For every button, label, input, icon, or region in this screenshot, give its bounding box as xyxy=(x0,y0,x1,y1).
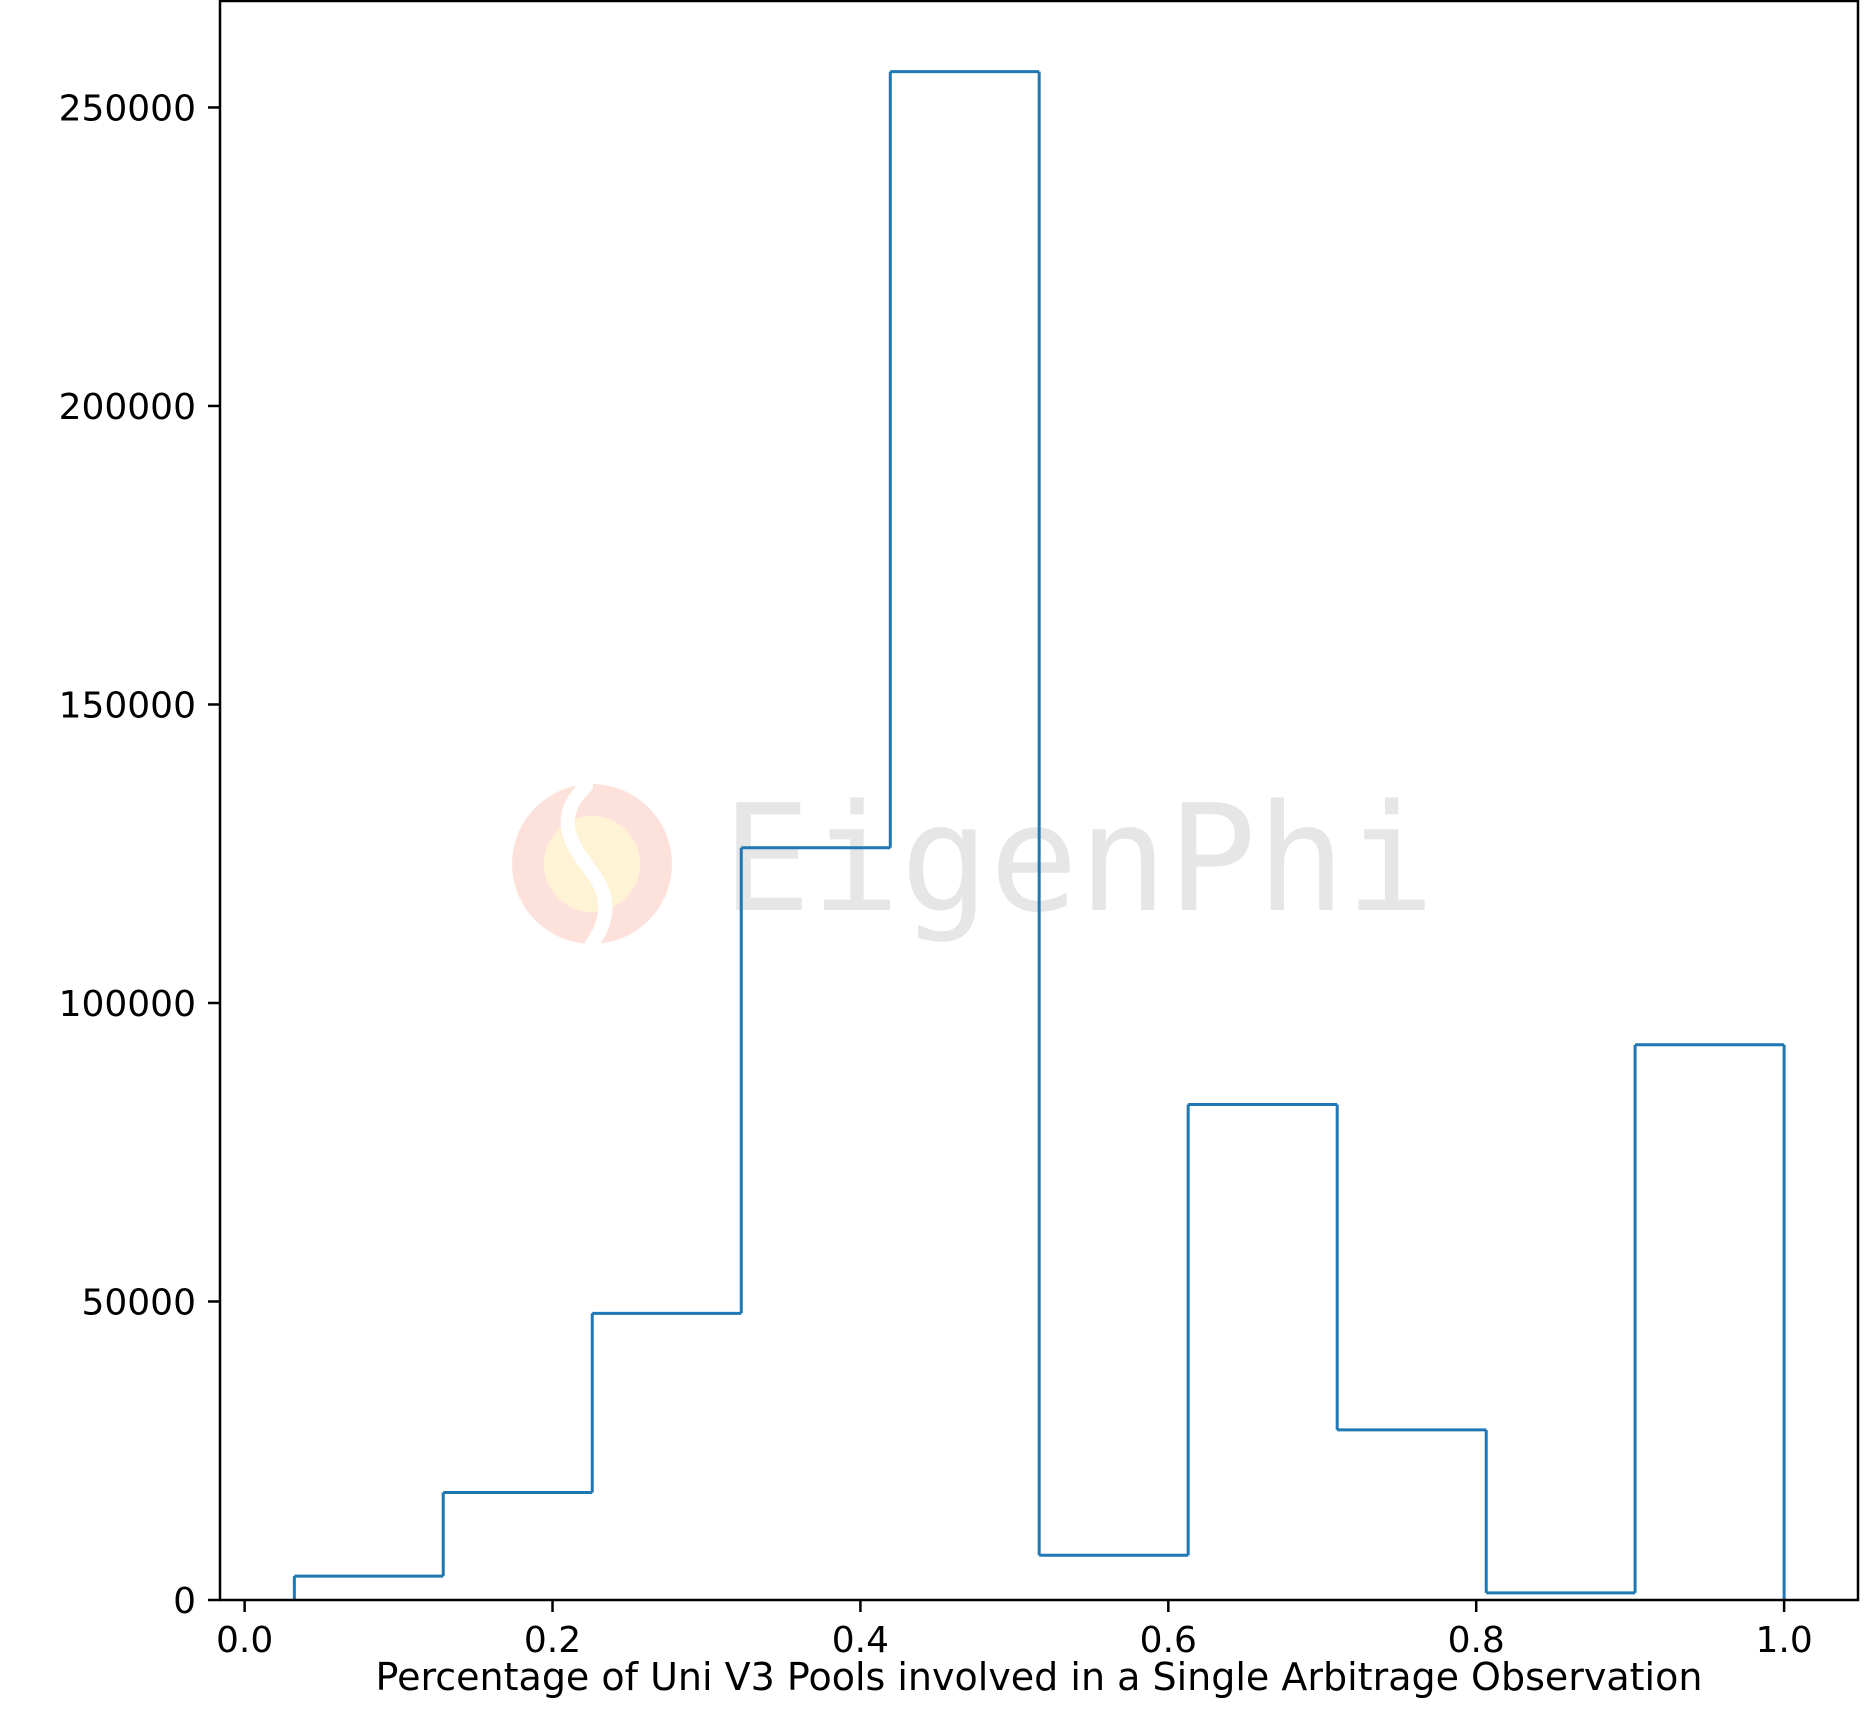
x-tick-label-3: 0.6 xyxy=(1140,1620,1197,1661)
y-tick-label-3: 150000 xyxy=(59,685,196,726)
x-tick-label-1: 0.2 xyxy=(524,1620,581,1661)
y-tick-label-5: 250000 xyxy=(59,88,196,129)
y-tick-label-2: 100000 xyxy=(59,984,196,1025)
watermark-text: EigenPhi xyxy=(722,773,1435,945)
x-tick-label-2: 0.4 xyxy=(832,1620,889,1661)
x-tick-label-4: 0.8 xyxy=(1448,1620,1505,1661)
x-tick-label-5: 1.0 xyxy=(1755,1620,1812,1661)
x-tick-label-0: 0.0 xyxy=(216,1620,273,1661)
histogram-series xyxy=(292,70,1786,1600)
plot-frame xyxy=(218,0,1860,1602)
y-tick-label-1: 50000 xyxy=(81,1282,196,1323)
watermark-logo-icon xyxy=(512,779,672,951)
y-tick-label-0: 0 xyxy=(173,1581,196,1622)
watermark: EigenPhi xyxy=(512,773,1435,951)
x-axis-label: Percentage of Uni V3 Pools involved in a… xyxy=(376,1655,1703,1699)
axes: 0.0 0.2 0.4 0.6 0.8 1.0 0 50000 100000 150000 2000… xyxy=(59,0,1860,1661)
y-tick-label-4: 200000 xyxy=(59,387,196,428)
